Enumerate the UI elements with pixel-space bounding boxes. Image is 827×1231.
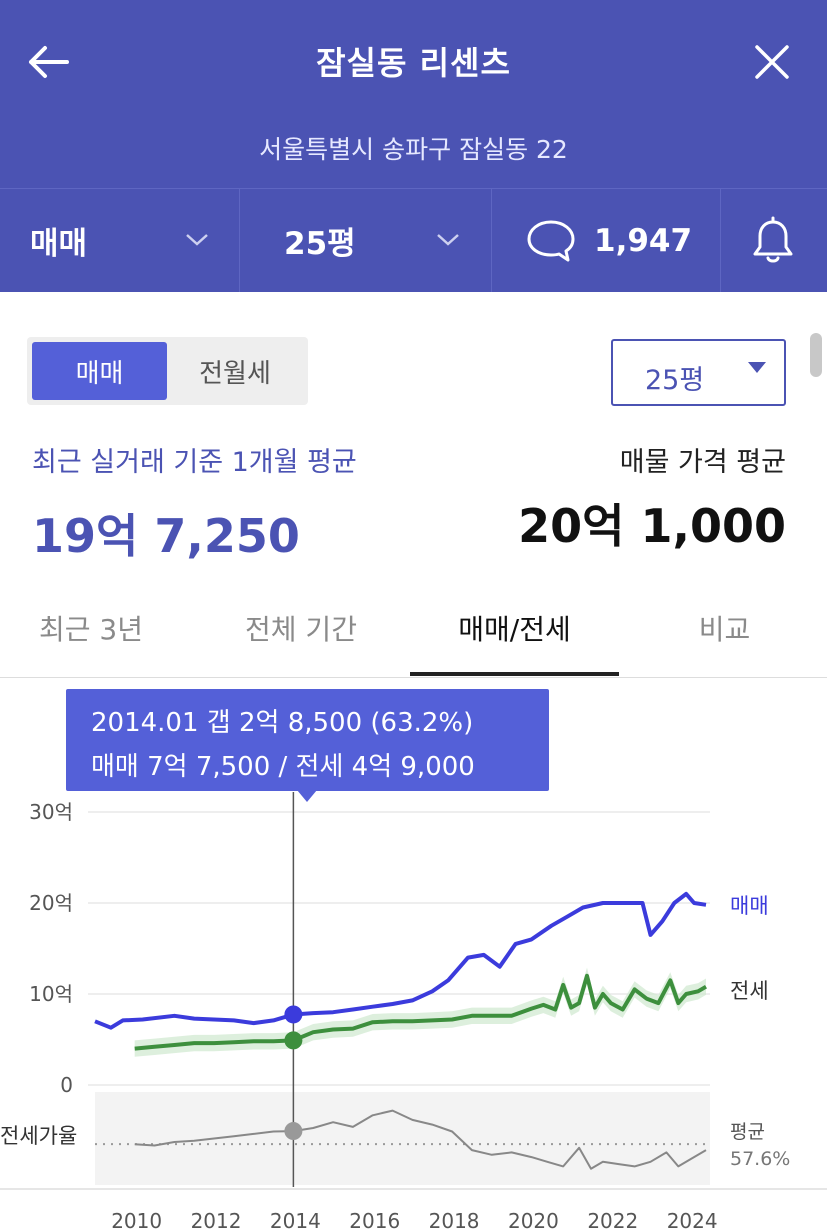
- deal-type-dropdown[interactable]: 매매: [30, 189, 239, 292]
- y-tick-label: 10억: [29, 982, 73, 1006]
- address-text: 서울특별시 송파구 잠실동 22: [259, 135, 568, 164]
- jeonse-series-line: [134, 973, 708, 1051]
- arrow-left-icon: [29, 46, 69, 78]
- ratio-series-line: [134, 1109, 707, 1170]
- bell-icon: [753, 216, 793, 262]
- ratio-band-background: [95, 1092, 710, 1185]
- notification-button[interactable]: [748, 189, 808, 292]
- active-tab-indicator: [410, 672, 619, 676]
- top-header: 잠실동 리센츠 서울특별시 송파구 잠실동 22 매매 25평 1,947: [0, 0, 827, 292]
- close-button[interactable]: [748, 38, 796, 86]
- tab-sale-jeonse[interactable]: 매매/전세: [458, 613, 571, 646]
- deal-toggle: 매매 전월세: [27, 337, 308, 405]
- chevron-down-icon: [437, 234, 459, 246]
- ratio-average-value: 57.6%: [730, 1148, 790, 1170]
- x-tick-label: 2024: [667, 1209, 718, 1231]
- tooltip-gap-line: 2014.01 갭 2억 8,500 (63.2%): [91, 708, 474, 738]
- x-tick-label: 2014: [270, 1209, 321, 1231]
- x-tick-label: 2012: [191, 1209, 242, 1231]
- x-tick-label: 2018: [429, 1209, 480, 1231]
- size-select[interactable]: 25평: [611, 339, 786, 406]
- header-divider: [0, 188, 827, 189]
- listing-price-label: 매물 가격 평균: [619, 447, 786, 478]
- x-tick-label: 2010: [111, 1209, 162, 1231]
- toggle-rent[interactable]: 전월세: [199, 358, 271, 389]
- deal-type-label: 매매: [30, 226, 88, 262]
- ratio-highlight-point: [284, 1122, 303, 1141]
- chart-tooltip: 2014.01 갭 2억 8,500 (63.2%) 매매 7억 7,500 /…: [66, 689, 549, 791]
- chevron-down-icon: [186, 234, 208, 246]
- size-select-value: 25평: [645, 365, 705, 396]
- y-tick-label: 0: [60, 1073, 73, 1097]
- toggle-sale[interactable]: 매매: [32, 342, 167, 400]
- x-tick-label: 2016: [349, 1209, 400, 1231]
- x-tick-label: 2020: [508, 1209, 559, 1231]
- back-button[interactable]: [24, 38, 72, 86]
- ratio-average-label: 평균: [730, 1121, 765, 1143]
- close-icon: [755, 45, 789, 79]
- tooltip-arrow: [297, 790, 317, 802]
- listing-price-value: 20억 1,000: [518, 499, 786, 553]
- comment-count: 1,947: [594, 222, 693, 259]
- caret-down-icon: [748, 362, 766, 373]
- sale-series-line: [94, 891, 707, 1030]
- jeonse-highlight-point: [284, 1031, 303, 1050]
- comments-button[interactable]: 1,947: [526, 189, 720, 292]
- segment-divider: [491, 189, 492, 292]
- tab-full-period[interactable]: 전체 기간: [245, 613, 357, 646]
- page-title: 잠실동 리센츠: [316, 44, 511, 82]
- size-label: 25평: [284, 226, 356, 262]
- scrollbar-thumb[interactable]: [810, 333, 822, 377]
- size-dropdown[interactable]: 25평: [284, 189, 491, 292]
- jeonse-series-label: 전세: [730, 979, 769, 1003]
- speech-bubble-icon: [527, 220, 575, 261]
- tooltip-price-line: 매매 7억 7,500 / 전세 4억 9,000: [91, 752, 475, 782]
- ratio-axis-label: 전세가율: [0, 1124, 77, 1148]
- x-tick-label: 2022: [587, 1209, 638, 1231]
- segment-divider: [720, 189, 721, 292]
- tab-recent-3-years[interactable]: 최근 3년: [39, 613, 143, 646]
- sale-series-label: 매매: [730, 894, 769, 918]
- segment-divider: [239, 189, 240, 292]
- sale-highlight-point: [284, 1005, 303, 1024]
- y-tick-label: 20억: [29, 891, 73, 915]
- y-tick-label: 30억: [29, 800, 73, 824]
- recent-price-label: 최근 실거래 기준 1개월 평균: [32, 447, 357, 478]
- recent-price-value: 19억 7,250: [32, 509, 300, 563]
- tab-divider: [0, 677, 827, 678]
- tab-compare[interactable]: 비교: [698, 613, 751, 646]
